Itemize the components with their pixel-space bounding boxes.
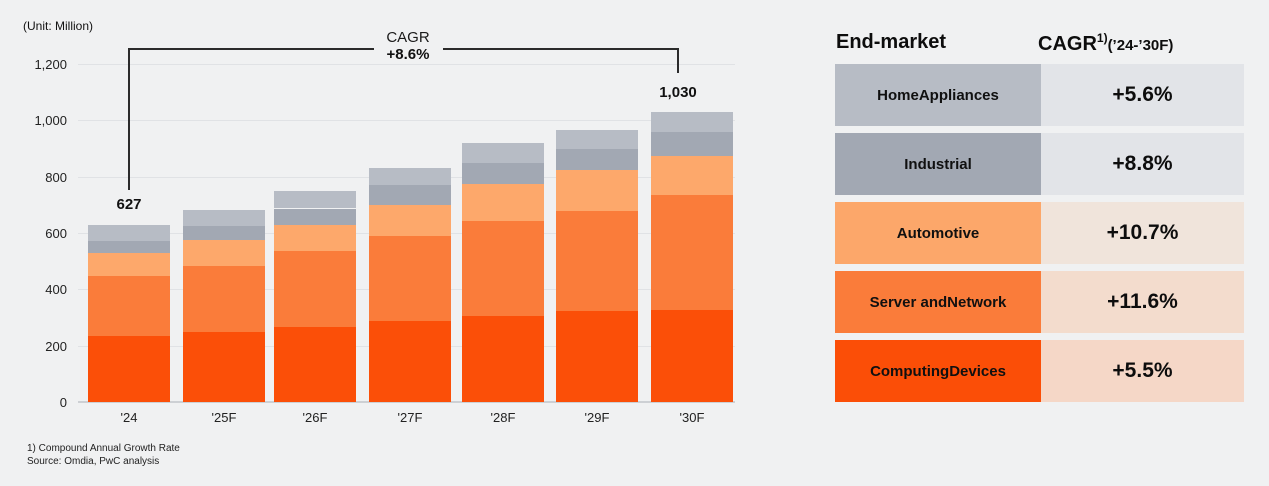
- bar-segment-automotive: [462, 184, 544, 221]
- end-market-row-label-automotive: Automotive: [835, 202, 1041, 264]
- bar-segment-automotive: [274, 224, 356, 252]
- table-header-cagr-range: (’24-’30F): [1107, 37, 1174, 54]
- gridline-1200: [78, 64, 735, 65]
- bar-segment-home-appliances: [556, 130, 638, 150]
- y-tick-label-1200: 1,200: [34, 57, 67, 72]
- bar-29F: [556, 130, 638, 402]
- x-tick-label-28F: '28F: [490, 410, 516, 425]
- bar-segment-home-appliances: [88, 225, 170, 242]
- end-market-row-label-home-appliances: Home Appliances: [835, 64, 1041, 126]
- end-market-row-cagr-industrial: +8.8%: [1041, 133, 1244, 195]
- bar-segment-computing-devices: [651, 310, 733, 402]
- gridline-1000: [78, 120, 735, 122]
- bar-segment-industrial: [556, 149, 638, 171]
- bar-total-label-24: 627: [116, 196, 142, 213]
- bar-segment-server-and-network: [88, 275, 170, 337]
- table-header-cagr-text: CAGR: [1038, 33, 1097, 55]
- bar-segment-computing-devices: [88, 336, 170, 402]
- y-tick-label-200: 200: [45, 338, 67, 354]
- bar-25F: [183, 210, 265, 402]
- footnote-cagr-definition: 1) Compound Annual Growth Rate: [27, 443, 180, 454]
- bar-segment-home-appliances: [369, 168, 451, 186]
- x-axis-line: [78, 401, 735, 403]
- bar-segment-server-and-network: [651, 194, 733, 311]
- bar-27F: [369, 168, 451, 402]
- bar-segment-automotive: [369, 204, 451, 236]
- table-header-end-market: End-market: [836, 31, 947, 53]
- y-tick-label-0: 0: [59, 395, 67, 410]
- end-market-row-cagr-home-appliances: +5.6%: [1041, 64, 1244, 126]
- bar-segment-server-and-network: [274, 251, 356, 328]
- bar-segment-server-and-network: [183, 265, 265, 332]
- bar-24: [88, 225, 170, 402]
- bar-segment-computing-devices: [556, 311, 638, 402]
- x-tick-label-27F: '27F: [397, 410, 423, 425]
- cagr-bracket-right-line: [443, 48, 679, 73]
- bar-segment-home-appliances: [462, 143, 544, 164]
- cagr-annotation: CAGR +8.6%: [348, 30, 468, 62]
- bar-segment-home-appliances: [183, 210, 265, 226]
- bar-segment-home-appliances: [651, 111, 733, 133]
- x-tick-label-29F: '29F: [584, 410, 610, 425]
- y-tick-label-400: 400: [45, 282, 67, 298]
- cagr-annotation-value: +8.6%: [386, 46, 430, 63]
- end-market-row-cagr-automotive: +10.7%: [1041, 202, 1244, 264]
- table-header-cagr: CAGR1)(’24-’30F): [1038, 31, 1173, 56]
- bar-segment-automotive: [88, 253, 170, 276]
- bar-26F: [274, 191, 356, 402]
- bar-segment-home-appliances: [274, 191, 356, 209]
- cagr-annotation-title: CAGR: [386, 29, 430, 46]
- bar-segment-industrial: [651, 132, 733, 156]
- y-tick-label-600: 600: [45, 226, 67, 241]
- x-tick-label-26F: '26F: [302, 410, 328, 425]
- footnotes: 1) Compound Annual Growth Rate Source: O…: [27, 442, 180, 468]
- x-tick-label-24: '24: [120, 410, 138, 425]
- bar-segment-industrial: [369, 185, 451, 205]
- x-tick-label-25F: '25F: [211, 410, 237, 425]
- bar-segment-computing-devices: [274, 327, 356, 402]
- y-tick-label-1000: 1,000: [34, 113, 67, 129]
- bar-segment-automotive: [651, 155, 733, 195]
- bar-30F: [651, 111, 733, 402]
- end-market-row-label-industrial: Industrial: [835, 133, 1041, 195]
- end-market-row-cagr-server-and-network: +11.6%: [1041, 271, 1244, 333]
- x-tick-label-30F: '30F: [679, 410, 705, 425]
- bar-segment-server-and-network: [556, 210, 638, 312]
- bar-segment-server-and-network: [369, 235, 451, 321]
- bar-segment-industrial: [183, 225, 265, 241]
- bar-segment-industrial: [462, 163, 544, 185]
- footnote-source: Source: Omdia, PwC analysis: [27, 456, 160, 467]
- bar-segment-computing-devices: [369, 320, 451, 402]
- end-market-row-cagr-computing-devices: +5.5%: [1041, 340, 1244, 402]
- table-header-cagr-footnote-marker: 1): [1096, 31, 1108, 45]
- y-tick-label-800: 800: [45, 169, 67, 185]
- bar-total-label-30f: 1,030: [659, 84, 697, 101]
- bar-segment-automotive: [183, 240, 265, 266]
- unit-label: (Unit: Million): [23, 19, 94, 33]
- bar-segment-industrial: [274, 208, 356, 225]
- bar-28F: [462, 143, 544, 402]
- bar-segment-server-and-network: [462, 220, 544, 317]
- bar-segment-computing-devices: [183, 331, 265, 402]
- bar-segment-computing-devices: [462, 316, 544, 402]
- end-market-row-label-server-and-network: Server and Network: [835, 271, 1041, 333]
- end-market-row-label-computing-devices: Computing Devices: [835, 340, 1041, 402]
- bar-segment-automotive: [556, 170, 638, 211]
- bar-segment-industrial: [88, 241, 170, 253]
